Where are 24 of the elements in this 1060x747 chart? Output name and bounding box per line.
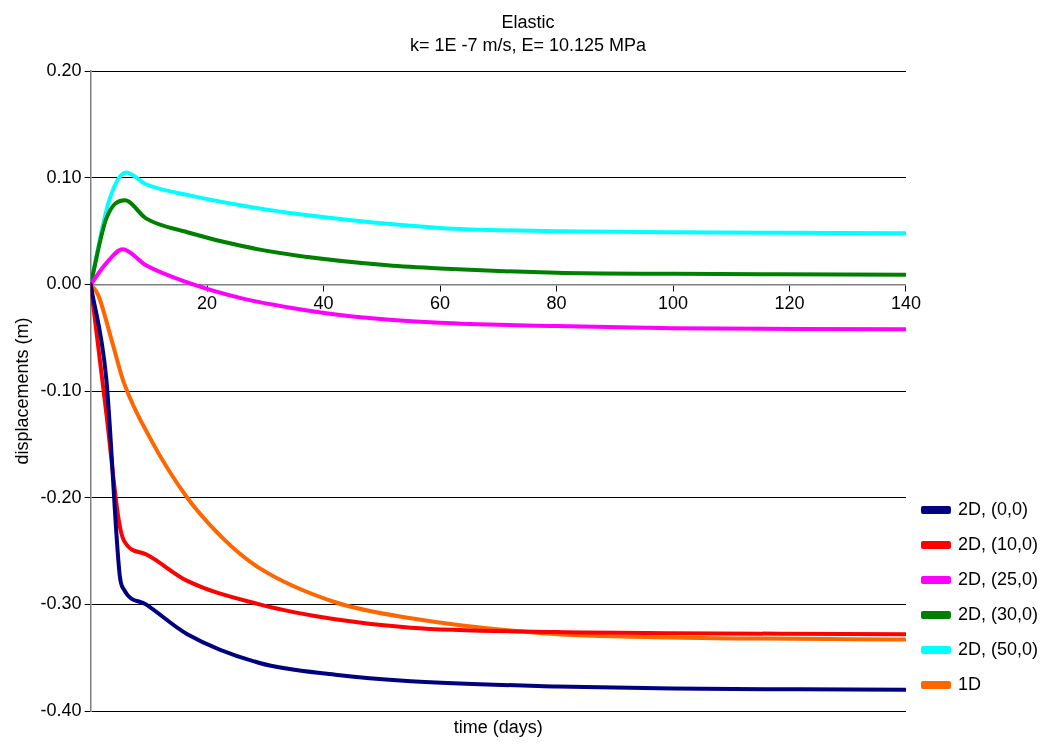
y-tick-label: -0.10	[40, 380, 82, 401]
legend-label: 2D, (30,0)	[957, 603, 1039, 624]
chart-title: Elastic	[501, 11, 555, 32]
legend-label: 1D	[957, 673, 981, 694]
x-tick-label: 100	[657, 293, 689, 314]
chart-subtitle: k= 1E -7 m/s, E= 10.125 MPa	[409, 35, 648, 56]
legend-label: 2D, (10,0)	[957, 533, 1039, 554]
y-tick-label: -0.30	[40, 593, 82, 614]
x-tick-label: 140	[890, 293, 921, 314]
legend-label: 2D, (0,0)	[957, 498, 1028, 519]
x-tick-label: 60	[430, 293, 451, 314]
x-axis-title: time (days)	[453, 716, 543, 737]
y-tick-label: -0.20	[40, 486, 82, 507]
y-axis-title: displacements (m)	[11, 317, 32, 465]
y-tick-label: 0.20	[46, 60, 82, 81]
x-tick-label: 40	[313, 293, 334, 314]
x-tick-label: 80	[546, 293, 567, 314]
y-tick-label: 0.10	[46, 166, 82, 187]
x-tick-label: 120	[774, 293, 805, 314]
legend-label: 2D, (50,0)	[957, 638, 1039, 659]
y-tick-label: 0.00	[46, 273, 82, 294]
x-tick-label: 20	[197, 293, 218, 314]
legend-label: 2D, (25,0)	[957, 568, 1039, 589]
y-tick-label: -0.40	[40, 699, 82, 720]
